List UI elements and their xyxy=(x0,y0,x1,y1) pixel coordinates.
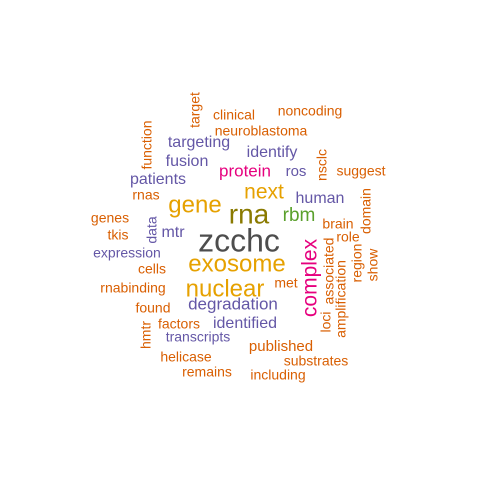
word-including: including xyxy=(250,367,305,383)
word-human: human xyxy=(296,190,345,207)
word-transcripts: transcripts xyxy=(166,329,231,345)
word-published: published xyxy=(249,338,313,355)
word-targeting: targeting xyxy=(168,134,230,151)
word-genes: genes xyxy=(91,210,129,226)
word-remains: remains xyxy=(182,364,232,380)
word-suggest: suggest xyxy=(336,163,385,179)
word-factors: factors xyxy=(158,316,200,332)
word-ros: ros xyxy=(286,163,307,180)
word-protein: protein xyxy=(219,161,271,180)
word-loci: loci xyxy=(318,311,334,332)
word-clinical: clinical xyxy=(213,107,255,123)
word-region: region xyxy=(349,244,365,283)
word-identified: identified xyxy=(213,315,277,332)
word-noncoding: noncoding xyxy=(278,103,343,119)
word-next: next xyxy=(244,181,284,204)
word-rbm: rbm xyxy=(283,205,316,226)
word-amplification: amplification xyxy=(333,260,349,338)
word-rnas: rnas xyxy=(132,187,159,203)
word-degradation: degradation xyxy=(188,294,278,313)
word-substrates: substrates xyxy=(284,353,349,369)
word-exosome: exosome xyxy=(188,250,285,277)
word-zcchc: zcchc xyxy=(198,222,280,258)
word-show: show xyxy=(365,248,381,282)
word-patients: patients xyxy=(130,171,186,188)
word-tkis: tkis xyxy=(108,227,129,243)
word-expression: expression xyxy=(93,245,161,261)
word-mtr: mtr xyxy=(161,224,185,241)
word-hmtr: hmtr xyxy=(138,321,154,349)
word-data: data xyxy=(144,216,160,243)
word-function: function xyxy=(139,120,155,169)
word-found: found xyxy=(135,300,170,316)
word-identify: identify xyxy=(247,144,298,161)
word-helicase: helicase xyxy=(160,349,212,365)
word-rnabinding: rnabinding xyxy=(100,280,165,296)
word-nsclc: nsclc xyxy=(314,149,330,181)
word-target: target xyxy=(187,92,203,128)
word-fusion: fusion xyxy=(166,153,209,170)
word-complex: complex xyxy=(299,238,322,317)
word-cells: cells xyxy=(138,261,166,277)
word-neuroblastoma: neuroblastoma xyxy=(215,123,308,139)
word-domain: domain xyxy=(358,188,374,234)
word-nuclear: nuclear xyxy=(186,275,265,302)
word-associated: associated xyxy=(321,238,337,305)
word-role: role xyxy=(336,229,360,245)
word-brain: brain xyxy=(322,216,353,232)
word-met: met xyxy=(274,275,297,291)
word-rna: rna xyxy=(229,198,270,229)
word-gene: gene xyxy=(168,191,221,218)
